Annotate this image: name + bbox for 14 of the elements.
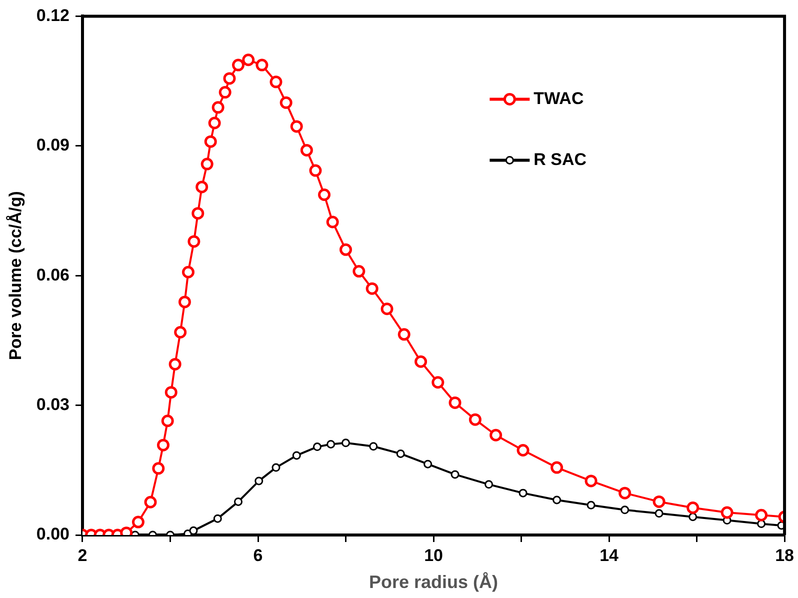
y-tick-label: 0.06 — [36, 265, 70, 284]
x-tick-label: 10 — [424, 546, 443, 565]
legend-label: R SAC — [534, 150, 587, 169]
x-tick-label: 2 — [78, 546, 88, 565]
y-tick-label: 0.00 — [36, 524, 70, 544]
x-tick-label: 14 — [600, 546, 620, 565]
y-tick-label: 0.12 — [36, 6, 70, 25]
legend-label: TWAC — [534, 88, 584, 108]
y-tick-label: 0.09 — [36, 136, 70, 155]
x-tick-label: 6 — [253, 546, 263, 565]
x-tick-label: 18 — [775, 546, 794, 565]
y-axis-title: Pore volume (cc/Å/g) — [6, 191, 25, 360]
y-tick-label: 0.03 — [36, 394, 70, 414]
x-axis-title: Pore radius (Å) — [369, 572, 498, 592]
